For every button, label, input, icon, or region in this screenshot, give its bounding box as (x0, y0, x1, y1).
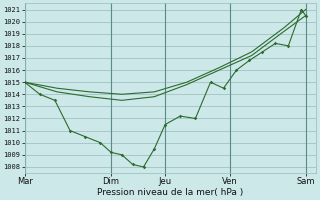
X-axis label: Pression niveau de la mer( hPa ): Pression niveau de la mer( hPa ) (97, 188, 244, 197)
